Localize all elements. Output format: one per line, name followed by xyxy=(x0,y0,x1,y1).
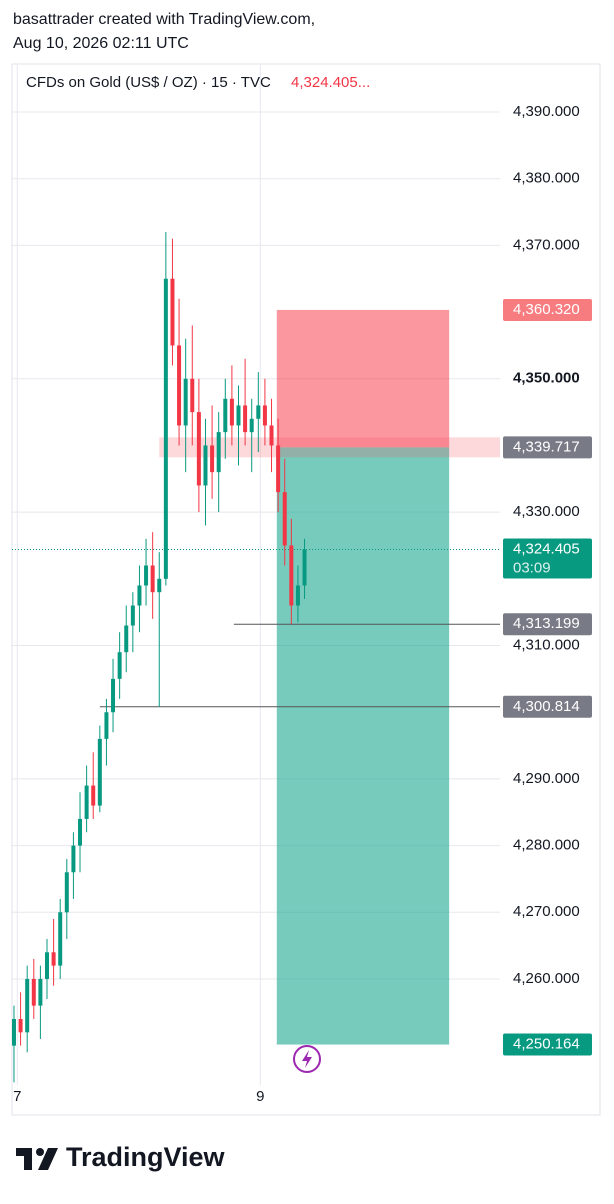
candle-body xyxy=(38,978,43,1006)
price-badge-label: 4,339.717 xyxy=(513,438,580,455)
y-tick-label: 4,380.000 xyxy=(513,170,580,187)
candle-body xyxy=(256,405,261,419)
candle-body xyxy=(243,405,248,433)
candle-body xyxy=(216,432,221,473)
price-badge xyxy=(503,613,592,636)
price-badge xyxy=(503,695,592,718)
y-tick-label: 4,310.000 xyxy=(513,636,580,653)
candle-body xyxy=(223,398,228,433)
candle-body xyxy=(177,345,182,426)
price-badge-label: 4,324.405 xyxy=(513,540,580,557)
candle-body xyxy=(25,978,30,1033)
y-tick-label: 4,350.000 xyxy=(513,370,580,387)
candle-body xyxy=(302,549,307,586)
x-tick-label: 9 xyxy=(256,1088,264,1105)
target-zone xyxy=(276,447,450,1045)
candle-body xyxy=(18,1018,23,1033)
candle-body xyxy=(157,578,162,593)
candle-body xyxy=(78,818,83,846)
candle-body xyxy=(97,738,102,806)
candle-body xyxy=(203,445,208,486)
logo xyxy=(16,1148,58,1170)
candle-body xyxy=(84,785,89,819)
y-tick-label: 4,370.000 xyxy=(513,236,580,253)
candle-body xyxy=(282,492,287,546)
candle-body xyxy=(269,425,274,446)
header-line: basattrader created with TradingView.com… xyxy=(13,11,315,28)
price-badge-label: 4,360.320 xyxy=(513,301,580,318)
candle-body xyxy=(71,845,76,873)
candle-body xyxy=(276,445,281,493)
candle-body xyxy=(236,405,241,426)
chart-title: CFDs on Gold (US$ / OZ) · 15 · TVC xyxy=(26,74,271,91)
y-tick-label: 4,280.000 xyxy=(513,837,580,854)
plot xyxy=(11,64,500,1085)
candle-body xyxy=(210,445,215,473)
price-badge-label: 4,300.814 xyxy=(513,698,580,715)
price-badge-label: 4,313.199 xyxy=(513,615,580,632)
candle-body xyxy=(31,978,36,1006)
header-line: Aug 10, 2026 02:11 UTC xyxy=(13,35,189,52)
candle-body xyxy=(196,412,201,486)
y-tick-label: 4,270.000 xyxy=(513,903,580,920)
y-tick-label: 4,260.000 xyxy=(513,970,580,987)
candle-body xyxy=(150,565,155,593)
candle-body xyxy=(262,405,267,426)
stop-zone xyxy=(276,309,450,448)
y-tick-label: 4,330.000 xyxy=(513,503,580,520)
y-tick-label: 4,290.000 xyxy=(513,770,580,787)
candle-body xyxy=(104,712,109,739)
y-tick-label: 4,390.000 xyxy=(513,103,580,120)
price-badge xyxy=(503,538,592,579)
candle-body xyxy=(137,585,142,606)
candle-body xyxy=(183,378,188,426)
x-tick-label: 7 xyxy=(13,1088,21,1105)
brand: TradingView xyxy=(66,1142,226,1172)
price-badge xyxy=(503,1033,592,1056)
candle-body xyxy=(117,652,122,679)
lightning-icon xyxy=(293,1045,321,1073)
price-timer: 03:09 xyxy=(513,559,551,576)
price-badge xyxy=(503,298,592,321)
candle-body xyxy=(170,278,175,346)
price-badge xyxy=(503,436,592,459)
candle-body xyxy=(289,545,294,606)
last-price: 4,324.405... xyxy=(291,74,370,91)
candle-body xyxy=(190,378,195,413)
candle-body xyxy=(295,585,300,606)
candle-body xyxy=(91,785,96,806)
candle-body xyxy=(163,278,168,579)
candle-body xyxy=(130,605,135,626)
candle-body xyxy=(11,1018,16,1046)
candle-body xyxy=(64,872,69,913)
candle-body xyxy=(144,565,149,586)
candle-body xyxy=(58,912,63,966)
candle-body xyxy=(111,678,116,713)
price-badge-label: 4,250.164 xyxy=(513,1036,580,1053)
candle-body xyxy=(44,952,49,979)
entry-band xyxy=(159,437,500,458)
candle-body xyxy=(249,418,254,433)
candle-body xyxy=(51,952,56,966)
candle-body xyxy=(124,625,129,653)
candle-body xyxy=(229,398,234,426)
